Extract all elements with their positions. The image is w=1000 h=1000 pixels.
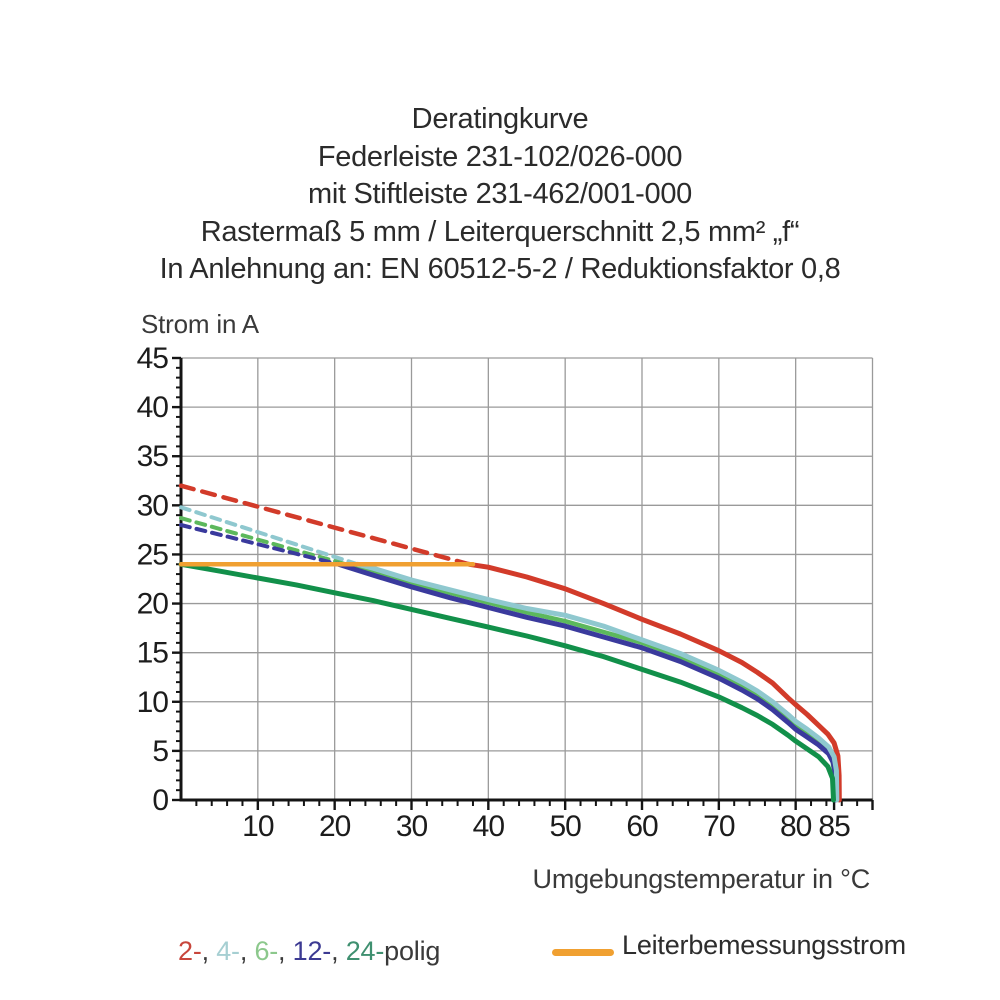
series-4-polig bbox=[355, 561, 840, 803]
y-tick-label: 5 bbox=[152, 735, 168, 768]
x-tick-label: 10 bbox=[242, 810, 274, 843]
x-tick-label: 40 bbox=[473, 810, 505, 843]
series-2-polig bbox=[466, 561, 842, 803]
y-axis-title: Strom in A bbox=[141, 309, 259, 339]
y-tick-label: 10 bbox=[137, 686, 169, 719]
rated-current-label: Leiterbemessungsstrom bbox=[622, 930, 906, 960]
y-tick-label: 15 bbox=[137, 637, 169, 670]
y-tick-label: 20 bbox=[137, 588, 169, 621]
x-tick-label: 50 bbox=[549, 810, 581, 843]
x-tick-label: 70 bbox=[703, 810, 735, 843]
x-axis-title: Umgebungstemperatur in °C bbox=[532, 864, 871, 894]
title-line-4: Rastermaß 5 mm / Leiterquerschnitt 2,5 m… bbox=[200, 215, 800, 248]
legend-pole-4: 4- bbox=[216, 936, 240, 966]
rated-current-swatch bbox=[552, 949, 614, 956]
legend-separator: , bbox=[201, 936, 217, 966]
x-tick-label: 80 bbox=[780, 810, 812, 843]
legend-suffix: polig bbox=[384, 936, 441, 966]
y-tick-label: 25 bbox=[137, 538, 169, 571]
legend-pole-24: 24- bbox=[345, 936, 385, 966]
legend-pole-12: 12- bbox=[292, 936, 332, 966]
x-tick-label: 20 bbox=[319, 810, 351, 843]
y-tick-label: 30 bbox=[137, 489, 169, 522]
legend-pole-2: 2- bbox=[178, 936, 202, 966]
series-2-polig-dashed bbox=[178, 483, 472, 567]
x-tick-label: 85 bbox=[818, 810, 850, 843]
series-12-polig bbox=[336, 561, 839, 803]
legend-poles: 2-, 4-, 6-, 12-, 24-polig bbox=[178, 936, 440, 967]
legend-separator: , bbox=[278, 936, 293, 966]
title-line-2: Federleiste 231-102/026-000 bbox=[317, 140, 683, 173]
x-tick-label: 30 bbox=[396, 810, 428, 843]
series-6-polig-dashed bbox=[179, 516, 349, 567]
y-tick-label: 45 bbox=[137, 342, 169, 375]
legend-pole-6: 6- bbox=[254, 936, 279, 966]
y-tick-label: 40 bbox=[137, 391, 169, 424]
title-line-1: Deratingkurve bbox=[411, 103, 589, 135]
y-tick-label: 35 bbox=[137, 440, 169, 473]
y-tick-label: 0 bbox=[152, 784, 168, 817]
series-4-polig-dashed bbox=[179, 505, 360, 567]
legend-separator: , bbox=[239, 936, 255, 966]
chart-title-block: Deratingkurve Federleiste 231-102/026-00… bbox=[0, 101, 1000, 289]
x-tick-label: 60 bbox=[626, 810, 658, 843]
title-line-3: mit Stiftleiste 231-462/001-000 bbox=[307, 178, 693, 210]
series-24-polig bbox=[178, 561, 836, 803]
series-12-polig-dashed bbox=[179, 523, 341, 567]
title-line-5: In Anlehnung an: EN 60512-5-2 / Reduktio… bbox=[159, 253, 841, 285]
legend-separator: , bbox=[331, 936, 346, 966]
